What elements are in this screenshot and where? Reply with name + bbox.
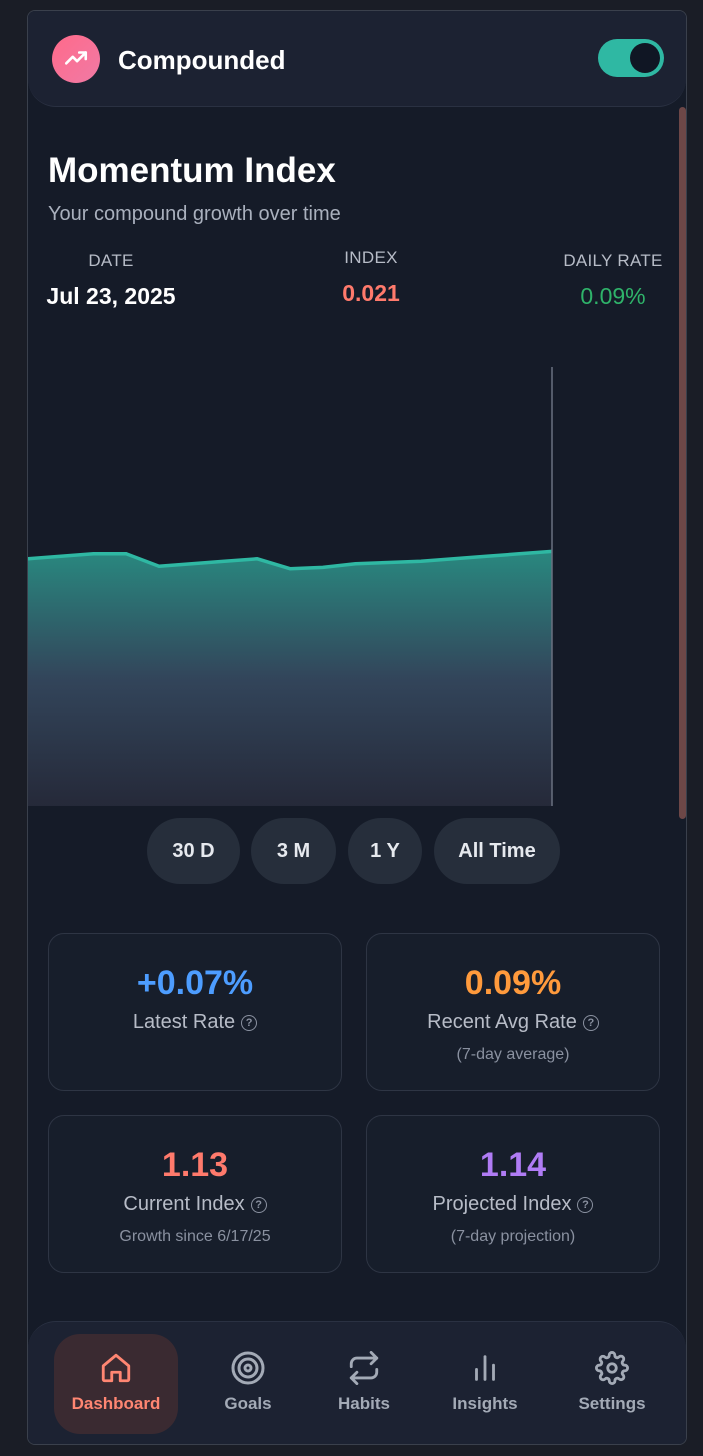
range-all-time-button[interactable]: All Time [434, 818, 560, 884]
chart-line [28, 549, 553, 571]
recent-avg-rate-label-row: Recent Avg Rate ? [367, 1011, 659, 1034]
nav-habits[interactable]: Habits [314, 1334, 414, 1434]
range-3m-button[interactable]: 3 M [251, 818, 336, 884]
help-icon[interactable]: ? [241, 1014, 258, 1031]
help-icon[interactable]: ? [582, 1014, 599, 1031]
date-label: DATE [88, 251, 134, 270]
app-frame: Compounded Momentum Index Your compound … [27, 10, 687, 1445]
latest-rate-label-row: Latest Rate ? [49, 1011, 341, 1034]
recent-avg-rate-note: (7-day average) [456, 1046, 570, 1063]
latest-rate-label: Latest Rate [132, 1011, 236, 1033]
gear-icon [562, 1348, 662, 1388]
home-icon [54, 1348, 178, 1388]
nav-goals[interactable]: Goals [198, 1334, 298, 1434]
daily-rate-value: 0.09% [580, 283, 646, 309]
current-index-value: 1.13 [161, 1146, 229, 1184]
projected-index-card: 1.14 Projected Index ? (7-day projection… [366, 1115, 660, 1273]
recent-avg-rate-label: Recent Avg Rate [427, 1011, 577, 1033]
nav-insights-label: Insights [452, 1394, 518, 1413]
help-icon[interactable]: ? [577, 1196, 594, 1213]
range-1y-button[interactable]: 1 Y [348, 818, 422, 884]
page-subtitle: Your compound growth over time [48, 203, 341, 225]
date-stat: DATE Jul 23, 2025 [46, 251, 176, 310]
current-index-card: 1.13 Current Index ? Growth since 6/17/2… [48, 1115, 342, 1273]
nav-settings-label: Settings [578, 1394, 646, 1413]
daily-rate-stat: DAILY RATE 0.09% [558, 251, 668, 310]
recent-avg-rate-value: 0.09% [464, 964, 562, 1002]
current-index-note: Growth since 6/17/25 [119, 1228, 271, 1245]
bar-chart-icon [435, 1348, 535, 1388]
toggle-knob [630, 43, 660, 73]
projected-index-label-row: Projected Index ? [367, 1193, 659, 1216]
repeat-icon [314, 1348, 414, 1388]
trending-up-icon [52, 35, 100, 83]
recent-avg-rate-card: 0.09% Recent Avg Rate ? (7-day average) [366, 933, 660, 1091]
nav-settings[interactable]: Settings [562, 1334, 662, 1434]
index-value: 0.021 [342, 280, 400, 306]
scrollbar[interactable] [679, 107, 686, 819]
range-30d-button[interactable]: 30 D [147, 818, 240, 884]
latest-rate-value: +0.07% [136, 964, 254, 1002]
current-index-label: Current Index [123, 1193, 245, 1215]
date-value: Jul 23, 2025 [46, 283, 176, 309]
bottom-nav: Dashboard Goals Habits Insights Settings [28, 1321, 686, 1444]
projected-index-note: (7-day projection) [450, 1228, 576, 1245]
projected-index-label: Projected Index [432, 1193, 572, 1215]
nav-habits-label: Habits [338, 1394, 390, 1413]
latest-rate-card: +0.07% Latest Rate ? [48, 933, 342, 1091]
projected-index-value: 1.14 [479, 1146, 547, 1184]
nav-goals-label: Goals [224, 1394, 272, 1413]
nav-dashboard[interactable]: Dashboard [54, 1334, 178, 1434]
theme-toggle[interactable] [598, 39, 664, 77]
momentum-chart[interactable] [28, 341, 686, 806]
index-label: INDEX [344, 248, 398, 267]
app-title: Compounded [118, 45, 286, 75]
help-icon[interactable]: ? [250, 1196, 267, 1213]
page-title: Momentum Index [48, 151, 336, 190]
target-icon [198, 1348, 298, 1388]
index-stat: INDEX 0.021 [321, 248, 421, 307]
nav-dashboard-label: Dashboard [71, 1394, 161, 1413]
current-index-label-row: Current Index ? [49, 1193, 341, 1216]
daily-rate-label: DAILY RATE [563, 251, 663, 270]
nav-insights[interactable]: Insights [435, 1334, 535, 1434]
chart-area [28, 551, 552, 806]
app-header: Compounded [28, 11, 686, 107]
